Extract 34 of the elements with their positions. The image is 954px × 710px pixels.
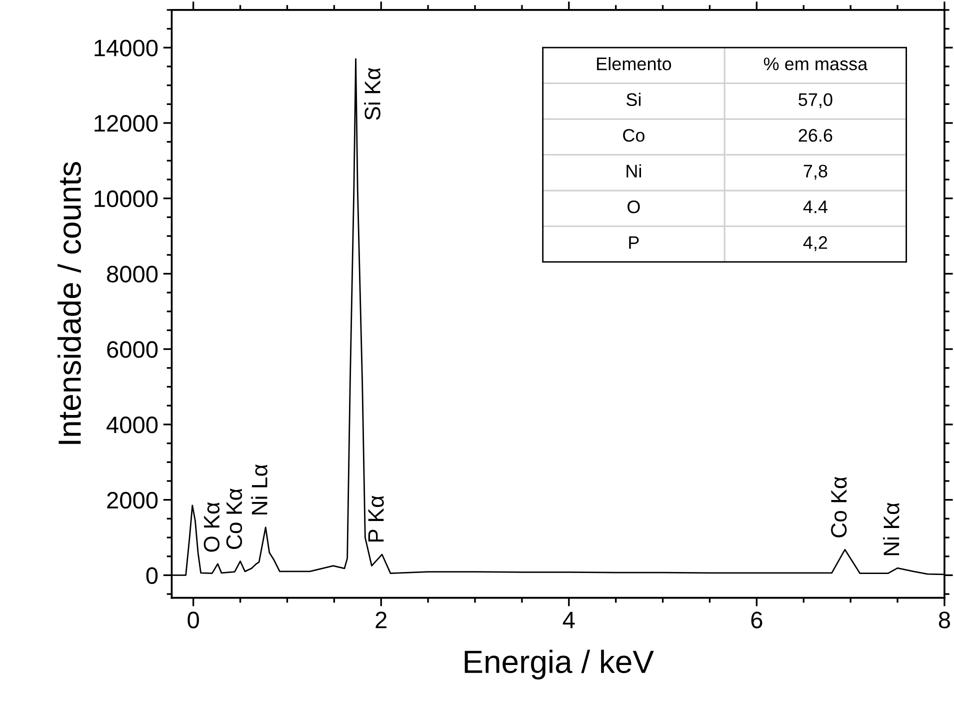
x-tick-label: 6 bbox=[751, 612, 762, 628]
annotation: Co Kα bbox=[830, 476, 847, 538]
annotation: 4,2 bbox=[803, 236, 828, 252]
y-tick-label: 0 bbox=[146, 567, 158, 584]
annotation: Ni bbox=[626, 164, 642, 178]
annotation: Co bbox=[623, 128, 644, 142]
annotation: Si Kα bbox=[364, 68, 380, 120]
x-tick-label: 0 bbox=[188, 612, 199, 628]
annotation: Si bbox=[626, 92, 641, 106]
x-tick-label: 2 bbox=[376, 612, 386, 628]
y-tick-label: 10000 bbox=[94, 190, 158, 208]
annotation: Co Kα bbox=[226, 488, 242, 550]
y-tick-label: 6000 bbox=[107, 341, 158, 358]
annotation: O bbox=[628, 200, 640, 214]
y-tick-label: 4000 bbox=[106, 416, 158, 434]
x-tick-label: 4 bbox=[562, 612, 575, 628]
annotation: 26.6 bbox=[798, 128, 832, 142]
annotation: P bbox=[629, 236, 639, 249]
annotation: Ni Kα bbox=[882, 502, 900, 556]
annotation: Ni Lα bbox=[251, 464, 268, 514]
y-axis-title: Intensidade / counts bbox=[58, 162, 82, 444]
x-tick-label: 8 bbox=[938, 612, 950, 628]
annotation: 7,8 bbox=[804, 164, 828, 180]
y-tick-label: 12000 bbox=[94, 115, 158, 132]
annotation: 57,0 bbox=[798, 93, 832, 108]
x-axis-title: Energia / keV bbox=[464, 650, 654, 680]
annotation: O Kα bbox=[204, 502, 220, 552]
y-tick-label: 8000 bbox=[107, 266, 158, 283]
annotation: Elemento bbox=[597, 57, 672, 70]
annotation: 4.4 bbox=[803, 200, 828, 214]
annotation: % em massa bbox=[764, 58, 868, 70]
annotation: P Kα bbox=[368, 496, 384, 542]
y-tick-label: 14000 bbox=[94, 40, 158, 56]
y-tick-label: 2000 bbox=[107, 492, 158, 509]
